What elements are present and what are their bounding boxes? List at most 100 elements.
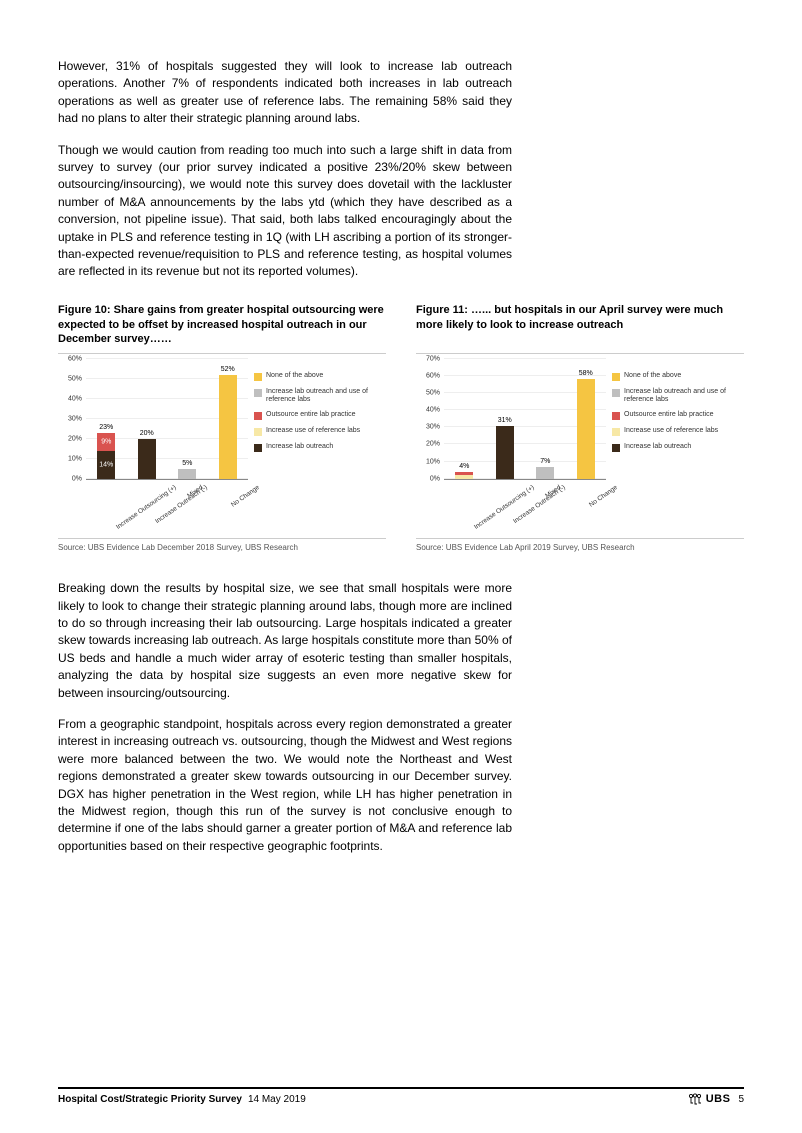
figures-row: Figure 10: Share gains from greater hosp…: [58, 303, 744, 553]
chart-bar-segment: 14%: [97, 451, 115, 479]
legend-item: Increase use of reference labs: [254, 427, 384, 436]
figure-10: Figure 10: Share gains from greater hosp…: [58, 303, 386, 553]
ubs-logo: UBS: [688, 1093, 731, 1105]
figure-10-rule: [58, 353, 386, 354]
figure-10-source: Source: UBS Evidence Lab December 2018 S…: [58, 538, 386, 552]
paragraph-3: Breaking down the results by hospital si…: [58, 580, 512, 702]
chart-bar-segment: [178, 469, 196, 479]
legend-label: None of the above: [624, 372, 681, 380]
chart-bar-stack: [496, 426, 514, 479]
legend-label: Increase use of reference labs: [624, 427, 718, 435]
legend-item: Outsource entire lab practice: [612, 411, 742, 420]
chart-bar-segment: [455, 475, 473, 478]
chart-bar-top-label: 52%: [221, 366, 235, 373]
legend-label: Increase lab outreach: [266, 443, 333, 451]
paragraph-1: However, 31% of hospitals suggested they…: [58, 58, 512, 128]
chart-xlabel: No Change: [588, 484, 619, 509]
legend-label: Increase use of reference labs: [266, 427, 360, 435]
legend-swatch: [254, 373, 262, 381]
figure-10-legend: None of the above Increase lab outreach a…: [254, 360, 384, 459]
chart-bar-segment: [577, 379, 595, 478]
chart-ytick: 30%: [416, 424, 440, 431]
chart-bar-group: 14% 9% 23%: [92, 360, 120, 479]
page-number: 5: [738, 1094, 744, 1105]
chart-ytick: 40%: [58, 396, 82, 403]
legend-item: Increase lab outreach and use of referen…: [254, 388, 384, 404]
chart-bar-stack: [138, 439, 156, 479]
figure-10-plot: 0%10%20%30%40%50%60%14%9%23%20%5%52% Inc…: [58, 360, 248, 520]
chart-bar-stack: [536, 467, 554, 479]
chart-bar-top-label: 5%: [182, 460, 192, 467]
chart-ytick: 60%: [58, 356, 82, 363]
legend-label: None of the above: [266, 372, 323, 380]
chart-bar-segment: [455, 472, 473, 475]
chart-bar-top-label: 7%: [540, 458, 550, 465]
legend-swatch: [254, 389, 262, 397]
legend-swatch: [254, 428, 262, 436]
figure-11-chart: 0%10%20%30%40%50%60%70%4%31%7%58% Increa…: [416, 360, 744, 530]
chart-bar-segment: [219, 375, 237, 479]
legend-swatch: [612, 373, 620, 381]
figure-11-source: Source: UBS Evidence Lab April 2019 Surv…: [416, 538, 744, 552]
chart-bar-stack: [577, 379, 595, 478]
chart-ytick: 70%: [416, 355, 440, 362]
chart-bar-segment: [138, 439, 156, 479]
chart-bar-group: 52%: [214, 360, 242, 479]
chart-bar-stack: [178, 469, 196, 479]
figure-11-legend: None of the above Increase lab outreach a…: [612, 360, 742, 459]
legend-swatch: [612, 412, 620, 420]
figure-11-rule: [416, 353, 744, 354]
chart-bar-stack: [455, 472, 473, 479]
figure-11-title: Figure 11: …... but hospitals in our Apr…: [416, 303, 744, 347]
chart-bar-top-label: 23%: [99, 424, 113, 431]
chart-segment-label: 9%: [101, 439, 111, 446]
chart-ytick: 20%: [416, 441, 440, 448]
legend-swatch: [254, 444, 262, 452]
legend-label: Increase lab outreach and use of referen…: [624, 388, 742, 404]
page-footer: Hospital Cost/Strategic Priority Survey …: [58, 1087, 744, 1105]
chart-bar-stack: [219, 375, 237, 479]
chart-bar-segment: [496, 426, 514, 479]
chart-bar-segment: [536, 467, 554, 479]
chart-bar-top-label: 31%: [498, 417, 512, 424]
legend-item: Increase lab outreach: [612, 443, 742, 452]
chart-xlabel: Increase Outsourcing (+): [115, 484, 178, 531]
figure-11-plot: 0%10%20%30%40%50%60%70%4%31%7%58% Increa…: [416, 360, 606, 520]
chart-segment-label: 14%: [99, 462, 113, 469]
chart-ytick: 0%: [58, 476, 82, 483]
footer-right: UBS 5: [688, 1093, 744, 1105]
legend-item: None of the above: [612, 372, 742, 381]
chart-bar-group: 20%: [133, 360, 161, 479]
legend-swatch: [612, 428, 620, 436]
chart-bar-group: 4%: [450, 360, 478, 479]
legend-item: Increase lab outreach and use of referen…: [612, 388, 742, 404]
paragraph-4: From a geographic standpoint, hospitals …: [58, 716, 512, 855]
chart-xlabel: No Change: [230, 484, 261, 509]
chart-bar-top-label: 4%: [459, 463, 469, 470]
footer-left: Hospital Cost/Strategic Priority Survey …: [58, 1094, 306, 1105]
chart-bar-segment: 9%: [97, 433, 115, 451]
chart-ytick: 50%: [416, 389, 440, 396]
chart-gridline: [86, 358, 248, 359]
footer-title: Hospital Cost/Strategic Priority Survey: [58, 1094, 242, 1105]
figure-10-chart: 0%10%20%30%40%50%60%14%9%23%20%5%52% Inc…: [58, 360, 386, 530]
chart-bars: 4% 31% 7% 58%: [444, 360, 606, 479]
chart-xlabel: Increase Outsourcing (+): [473, 484, 536, 531]
legend-swatch: [254, 412, 262, 420]
ubs-brand-text: UBS: [706, 1093, 731, 1105]
legend-item: None of the above: [254, 372, 384, 381]
chart-ytick: 20%: [58, 436, 82, 443]
chart-ytick: 50%: [58, 376, 82, 383]
paragraph-2: Though we would caution from reading too…: [58, 142, 512, 281]
figure-11: Figure 11: …... but hospitals in our Apr…: [416, 303, 744, 553]
chart-bar-group: 58%: [572, 360, 600, 479]
chart-bar-stack: 14% 9%: [97, 433, 115, 479]
figure-10-title: Figure 10: Share gains from greater hosp…: [58, 303, 386, 348]
legend-item: Increase use of reference labs: [612, 427, 742, 436]
footer-date: 14 May 2019: [248, 1094, 306, 1105]
legend-item: Outsource entire lab practice: [254, 411, 384, 420]
chart-ytick: 60%: [416, 372, 440, 379]
legend-label: Outsource entire lab practice: [266, 411, 356, 419]
chart-ytick: 0%: [416, 475, 440, 482]
chart-bars: 14% 9% 23% 20% 5% 52%: [86, 360, 248, 479]
